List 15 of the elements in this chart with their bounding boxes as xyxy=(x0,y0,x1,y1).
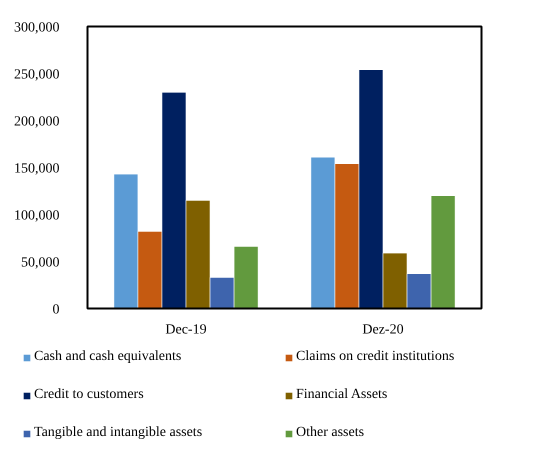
y-tick-label: 0 xyxy=(52,302,60,318)
y-tick-label: 150,000 xyxy=(14,162,60,176)
legend-label: Tangible and intangible assets xyxy=(34,424,204,442)
y-tick-label: 300,000 xyxy=(14,20,60,36)
y-tick-label: 250,000 xyxy=(14,68,60,82)
legend-label: Financial Assets xyxy=(296,386,388,404)
y-tick-label: 50,000 xyxy=(21,256,60,270)
legend-label: Claims on credit institutions xyxy=(296,348,456,366)
y-tick-label: 200,000 xyxy=(14,114,60,130)
legend-label: Other assets xyxy=(296,424,366,442)
legend-label: Cash and cash equivalents xyxy=(34,348,182,366)
x-tick-label: Dec-19 xyxy=(165,322,207,338)
y-tick-label: 100,000 xyxy=(14,208,60,224)
x-tick-label: Dez-20 xyxy=(362,322,404,338)
legend-label: Credit to customers xyxy=(34,386,145,404)
